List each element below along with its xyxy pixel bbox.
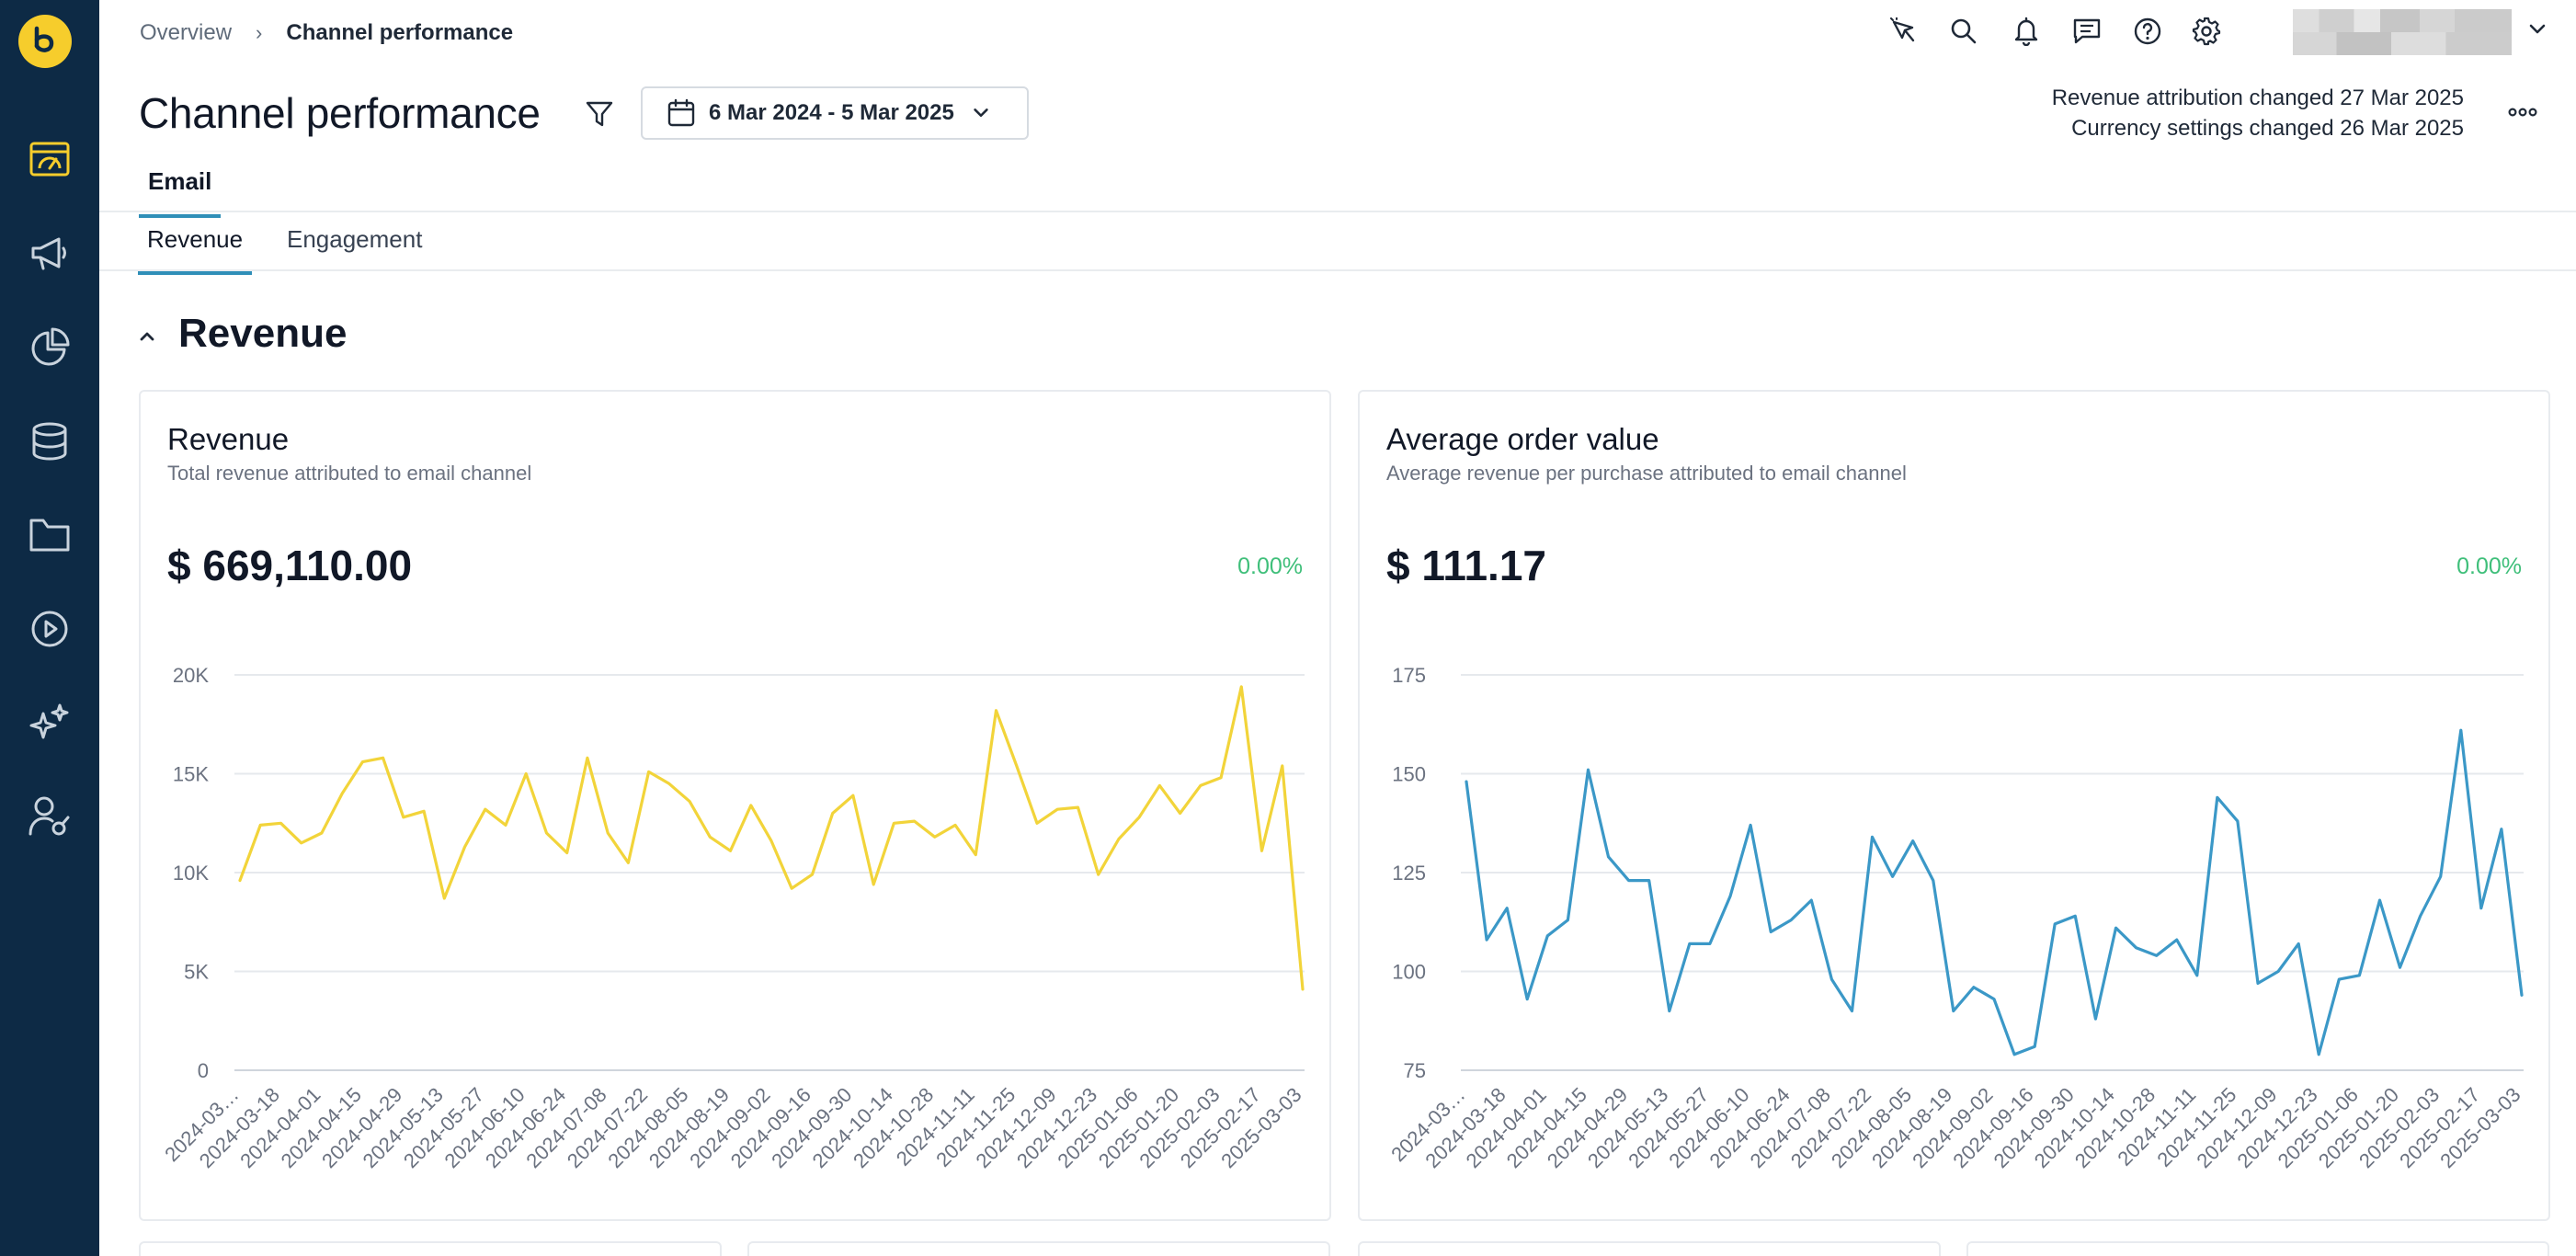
nav-analytics[interactable] xyxy=(0,311,99,384)
page-title: Channel performance xyxy=(139,89,541,137)
average-order-value-line-chart: 751001251501752024-03…2024-03-182024-04-… xyxy=(1386,664,2525,1172)
y-tick-label: 175 xyxy=(1392,664,1426,687)
filter-button[interactable] xyxy=(581,96,618,132)
chat-icon xyxy=(2073,18,2101,44)
change-notes: Revenue attribution changed 27 Mar 2025 … xyxy=(2052,83,2464,143)
y-tick-label: 125 xyxy=(1392,862,1426,885)
logo-icon xyxy=(34,26,54,52)
card-placeholder xyxy=(747,1241,1330,1256)
analytics-icon xyxy=(31,327,70,366)
play-icon xyxy=(31,611,68,647)
card-value: $ 669,110.00 xyxy=(167,542,413,589)
revenue-card: Revenue Total revenue attributed to emai… xyxy=(139,390,1331,1221)
nav-files[interactable] xyxy=(0,498,99,572)
card-title: Revenue xyxy=(167,422,290,456)
search-button[interactable] xyxy=(1945,13,1982,50)
y-tick-label: 20K xyxy=(173,664,209,687)
card-placeholder xyxy=(139,1241,722,1256)
calendar-icon xyxy=(667,98,695,127)
tab-revenue[interactable]: Revenue xyxy=(138,225,253,275)
more-options-button[interactable] xyxy=(2506,101,2539,123)
card-change: 0.00% xyxy=(1237,554,1303,579)
search-icon xyxy=(1951,18,1977,44)
notifications-button[interactable] xyxy=(2008,13,2045,50)
average-order-value-card: Average order value Average revenue per … xyxy=(1358,390,2550,1221)
dashboard-icon xyxy=(29,142,70,177)
nav-database[interactable] xyxy=(0,405,99,478)
database-icon xyxy=(32,422,67,461)
y-tick-label: 150 xyxy=(1392,763,1426,786)
chevron-down-icon[interactable] xyxy=(2526,18,2548,40)
nav-ai[interactable] xyxy=(0,686,99,759)
gear-icon xyxy=(2192,17,2221,46)
nav-campaigns[interactable] xyxy=(0,217,99,291)
date-range-label: 6 Mar 2024 - 5 Mar 2025 xyxy=(709,100,954,125)
brand-logo[interactable] xyxy=(18,15,72,68)
card-value: $ 111.17 xyxy=(1386,542,1546,589)
bell-icon xyxy=(2014,17,2038,46)
help-icon xyxy=(2134,17,2161,45)
card-title: Average order value xyxy=(1386,422,1659,456)
card-placeholder xyxy=(1358,1241,1941,1256)
card-subtitle: Average revenue per purchase attributed … xyxy=(1386,462,1907,485)
card-placeholder xyxy=(1966,1241,2549,1256)
card-change: 0.00% xyxy=(2456,554,2522,579)
folder-icon xyxy=(29,519,70,552)
chevron-up-icon[interactable] xyxy=(134,324,160,349)
y-tick-label: 75 xyxy=(1404,1059,1426,1082)
tab-email[interactable]: Email xyxy=(139,167,222,218)
date-range-picker[interactable]: 6 Mar 2024 - 5 Mar 2025 xyxy=(641,86,1029,140)
messages-button[interactable] xyxy=(2069,13,2105,50)
breadcrumb-overview[interactable]: Overview xyxy=(140,20,233,45)
chevron-down-icon xyxy=(974,108,988,118)
card-subtitle: Total revenue attributed to email channe… xyxy=(167,462,532,485)
user-settings-icon xyxy=(28,796,70,836)
y-tick-label: 5K xyxy=(184,961,209,984)
y-tick-label: 10K xyxy=(173,862,209,885)
nav-automations[interactable] xyxy=(0,592,99,666)
breadcrumb-current: Channel performance xyxy=(286,20,514,45)
metric-tabs: Revenue Engagement xyxy=(99,214,2576,275)
sidebar xyxy=(0,0,99,1256)
y-tick-label: 100 xyxy=(1392,961,1426,984)
series-line[interactable] xyxy=(1465,728,2524,1056)
ai-sparkle-icon xyxy=(29,703,69,739)
nav-users[interactable] xyxy=(0,780,99,853)
revenue-line-chart: 05K10K15K20K2024-03…2024-03-182024-04-01… xyxy=(160,664,1305,1172)
user-account-menu[interactable] xyxy=(2293,9,2512,55)
tab-engagement[interactable]: Engagement xyxy=(287,225,423,253)
breadcrumb-separator: › xyxy=(256,21,263,44)
filter-icon xyxy=(586,101,613,127)
pin-button[interactable] xyxy=(1885,13,1921,50)
breadcrumb: Overview › Channel performance xyxy=(140,18,513,48)
channel-tabs: Email xyxy=(99,158,2576,218)
more-horizontal-icon xyxy=(2508,108,2537,117)
settings-button[interactable] xyxy=(2188,13,2225,50)
section-title: Revenue xyxy=(178,311,348,356)
campaigns-icon xyxy=(31,237,66,270)
currency-settings-note: Currency settings changed 26 Mar 2025 xyxy=(2071,116,2464,141)
y-tick-label: 0 xyxy=(198,1059,209,1082)
help-button[interactable] xyxy=(2129,13,2166,50)
pin-icon xyxy=(1890,17,1915,42)
nav-dashboard[interactable] xyxy=(0,123,99,197)
series-line[interactable] xyxy=(238,685,1305,991)
revenue-attribution-note: Revenue attribution changed 27 Mar 2025 xyxy=(2051,86,2464,110)
y-tick-label: 15K xyxy=(173,763,209,786)
